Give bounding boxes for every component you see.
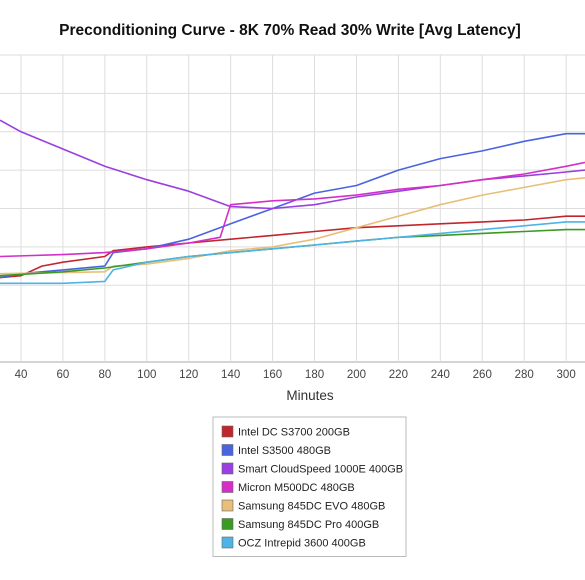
chart-title: Preconditioning Curve - 8K 70% Read 30% … — [59, 22, 521, 39]
legend-swatch — [221, 499, 234, 512]
x-tick-label: 280 — [515, 369, 534, 381]
x-tick-label: 80 — [98, 369, 111, 381]
x-tick-label: 180 — [305, 369, 324, 381]
x-tick-label: 100 — [137, 369, 156, 381]
x-tick-label: 260 — [473, 369, 492, 381]
x-tick-label: 220 — [389, 369, 408, 381]
x-tick-label: 60 — [57, 369, 70, 381]
legend-swatch — [221, 518, 234, 530]
x-tick-label: 300 — [557, 369, 576, 381]
series-line-1 — [0, 215, 585, 279]
legend-entry-label: Smart CloudSpeed 1000E 400GB — [238, 464, 403, 476]
series-line-4 — [0, 161, 585, 258]
legend-entry-label: OCZ Intrepid 3600 400GB — [238, 538, 366, 550]
x-tick-label: 120 — [179, 369, 198, 381]
x-tick-label: 40 — [15, 369, 28, 381]
legend-swatch — [221, 462, 234, 475]
series-line-7 — [0, 221, 585, 285]
x-tick-label: 200 — [347, 369, 366, 381]
legend-swatch — [221, 536, 234, 549]
legend-entry-label: Micron M500DC 480GB — [238, 482, 355, 494]
legend-entry-label: Intel S3500 480GB — [238, 445, 331, 457]
legend-swatch — [221, 425, 234, 438]
x-axis-ticks: 40 60 80 100 120 140 160 180 200 220 240 260 280 300 — [15, 369, 576, 381]
series-line-3 — [0, 119, 585, 210]
legend-entry-label: Samsung 845DC Pro 400GB — [238, 519, 379, 531]
legend-swatch — [221, 481, 234, 493]
x-tick-label: 140 — [221, 369, 240, 381]
legend: Intel DC S3700 200GB Intel S3500 480GB Sma… — [212, 416, 407, 557]
x-axis-label: Minutes — [286, 388, 334, 403]
plot-area — [0, 54, 585, 363]
legend-entry-label: Samsung 845DC EVO 480GB — [238, 501, 385, 513]
x-tick-label: 240 — [431, 369, 450, 381]
legend-box — [212, 416, 407, 557]
legend-entry-label: Intel DC S3700 200GB — [238, 427, 350, 439]
x-tick-label: 160 — [263, 369, 282, 381]
legend-swatch — [221, 444, 234, 456]
